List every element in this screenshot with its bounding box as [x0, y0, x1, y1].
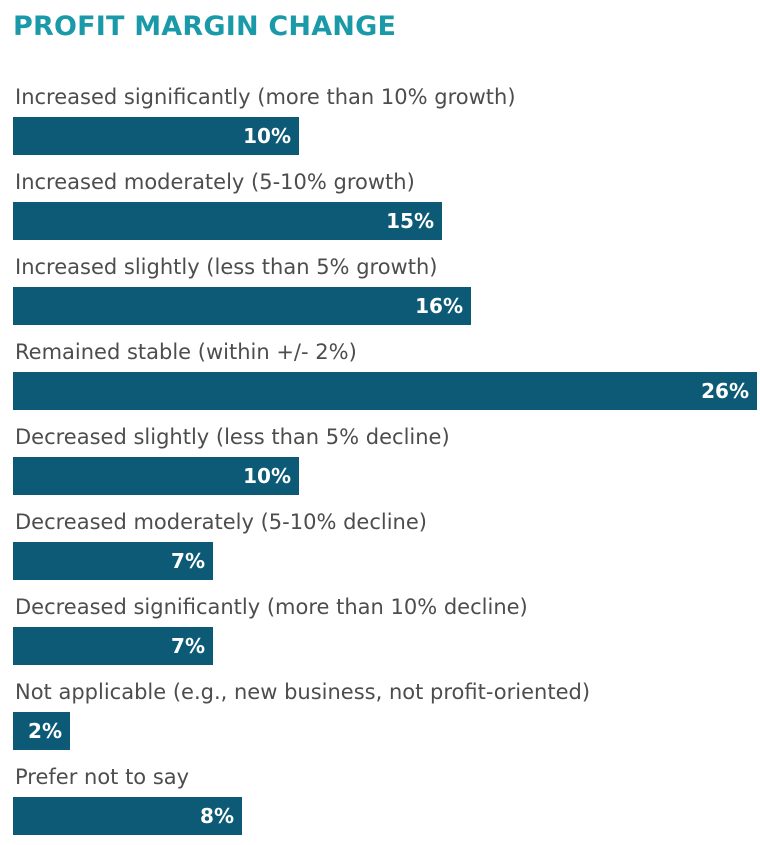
category-label: Decreased moderately (5-10% decline): [15, 510, 427, 534]
bar-row: Increased slightly (less than 5% growth)…: [13, 250, 757, 335]
bar-row: Increased significantly (more than 10% g…: [13, 80, 757, 165]
bar-row: Prefer not to say 8%: [13, 760, 757, 845]
bar: 10%: [13, 457, 299, 495]
chart-title: PROFIT MARGIN CHANGE: [13, 11, 397, 42]
bar-value-label: 7%: [171, 549, 205, 573]
bar-value-label: 10%: [243, 124, 291, 148]
bar-value-label: 8%: [200, 804, 234, 828]
category-label: Increased moderately (5-10% growth): [15, 170, 415, 194]
bar: 2%: [13, 712, 70, 750]
category-label: Prefer not to say: [15, 765, 190, 789]
bar: 15%: [13, 202, 442, 240]
category-label: Increased significantly (more than 10% g…: [15, 85, 516, 109]
category-label: Decreased significantly (more than 10% d…: [15, 595, 528, 619]
bar: 7%: [13, 627, 213, 665]
bar-row: Decreased significantly (more than 10% d…: [13, 590, 757, 675]
bar-value-label: 2%: [28, 719, 62, 743]
bar-value-label: 7%: [171, 634, 205, 658]
bar-value-label: 26%: [701, 379, 749, 403]
category-label: Decreased slightly (less than 5% decline…: [15, 425, 450, 449]
bar: 8%: [13, 797, 242, 835]
bar-row: Remained stable (within +/- 2%) 26%: [13, 335, 757, 420]
category-label: Increased slightly (less than 5% growth): [15, 255, 438, 279]
bar-value-label: 16%: [415, 294, 463, 318]
bar: 7%: [13, 542, 213, 580]
bar: 10%: [13, 117, 299, 155]
bar-row: Increased moderately (5-10% growth) 15%: [13, 165, 757, 250]
bar: 16%: [13, 287, 471, 325]
bar-row: Decreased slightly (less than 5% decline…: [13, 420, 757, 505]
bar-chart: Increased significantly (more than 10% g…: [13, 80, 757, 845]
category-label: Not applicable (e.g., new business, not …: [15, 680, 591, 704]
bar-row: Decreased moderately (5-10% decline) 7%: [13, 505, 757, 590]
bar-row: Not applicable (e.g., new business, not …: [13, 675, 757, 760]
category-label: Remained stable (within +/- 2%): [15, 340, 357, 364]
bar-value-label: 10%: [243, 464, 291, 488]
bar: 26%: [13, 372, 757, 410]
bar-value-label: 15%: [386, 209, 434, 233]
